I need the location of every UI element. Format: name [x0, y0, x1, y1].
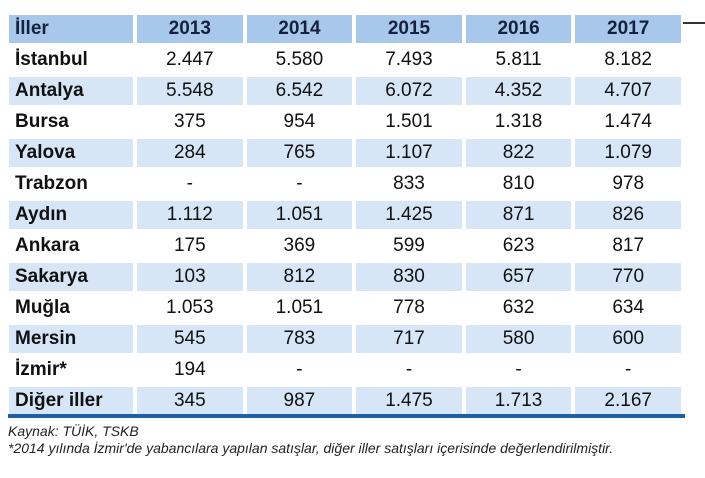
province-name-cell: Yalova	[9, 139, 133, 167]
bottom-rule	[8, 414, 685, 418]
value-cell: 623	[465, 232, 572, 260]
value-cell: 6.542	[246, 77, 353, 105]
province-name-cell: Mersin	[9, 325, 133, 353]
table-row: İzmir* 194- - - -	[9, 356, 681, 384]
value-cell: 2.167	[575, 387, 681, 415]
value-cell: 822	[465, 139, 572, 167]
value-cell: 765	[246, 139, 353, 167]
table-row: Bursa 375 954 1.501 1.318 1.474	[9, 108, 681, 136]
value-cell: 1.713	[465, 387, 572, 415]
value-cell: 778	[356, 294, 462, 322]
table-row: Yalova 284 765 1.107 822 1.079	[9, 139, 681, 167]
value-cell: 717	[356, 325, 462, 353]
province-name-cell: Aydın	[9, 201, 133, 229]
value-cell: 1.051	[246, 294, 353, 322]
table-row: Mersin 545 783 717 580 600	[9, 325, 681, 353]
value-cell: 1.474	[575, 108, 681, 136]
value-cell: 1.425	[356, 201, 462, 229]
value-cell: 5.580	[246, 46, 353, 74]
value-cell: 1.318	[465, 108, 572, 136]
value-cell: 783	[246, 325, 353, 353]
province-name-cell: Muğla	[9, 294, 133, 322]
province-name-cell: İzmir*	[9, 356, 133, 384]
province-name-cell: Bursa	[9, 108, 133, 136]
value-cell: 812	[246, 263, 353, 291]
value-cell: 810	[465, 170, 572, 198]
value-cell: 284	[137, 139, 243, 167]
header-cell-2016: 2016	[465, 15, 572, 43]
value-cell: 5.548	[137, 77, 243, 105]
foreign-sales-table: İller 2013 2014 2015 2016 2017 İstanbul 2…	[5, 12, 685, 418]
header-cell-2015: 2015	[356, 15, 462, 43]
value-cell: -	[246, 356, 353, 384]
table-body: İstanbul 2.447 5.580 7.493 5.811 8.182 Antalya…	[9, 46, 681, 415]
value-cell: 634	[575, 294, 681, 322]
value-cell: 830	[356, 263, 462, 291]
value-cell: 632	[465, 294, 572, 322]
value-cell: 657	[465, 263, 572, 291]
value-cell: 369	[246, 232, 353, 260]
province-name-cell: Sakarya	[9, 263, 133, 291]
value-cell: -	[246, 170, 353, 198]
value-cell: 194	[137, 356, 243, 384]
value-cell: 4.352	[465, 77, 572, 105]
value-cell: -	[465, 356, 572, 384]
header-cell-2017: 2017	[575, 15, 681, 43]
value-cell: 2.447	[137, 46, 243, 74]
value-cell: 375	[137, 108, 243, 136]
source-note: Kaynak: TÜİK, TSKB	[8, 423, 139, 439]
value-cell: 954	[246, 108, 353, 136]
sales-table-container: İller 2013 2014 2015 2016 2017 İstanbul 2…	[5, 12, 685, 415]
value-cell: 1.079	[575, 139, 681, 167]
value-cell: 770	[575, 263, 681, 291]
value-cell: 1.501	[356, 108, 462, 136]
footnote: *2014 yılında İzmir'de yabancılara yapıl…	[8, 440, 614, 456]
province-name-cell: Trabzon	[9, 170, 133, 198]
value-cell: 4.707	[575, 77, 681, 105]
value-cell: 833	[356, 170, 462, 198]
table-row: İstanbul 2.447 5.580 7.493 5.811 8.182	[9, 46, 681, 74]
table-row: Antalya 5.548 6.542 6.072 4.352 4.707	[9, 77, 681, 105]
value-cell: 6.072	[356, 77, 462, 105]
province-name-cell: İstanbul	[9, 46, 133, 74]
value-cell: 103	[137, 263, 243, 291]
value-cell: 817	[575, 232, 681, 260]
header-cell-provinces: İller	[9, 15, 133, 43]
table-row: Muğla 1.053 1.051 778 632 634	[9, 294, 681, 322]
side-rule	[683, 22, 705, 24]
value-cell: 1.112	[137, 201, 243, 229]
value-cell: 1.051	[246, 201, 353, 229]
table-row: Diğer iller 345 987 1.475 1.713 2.167	[9, 387, 681, 415]
value-cell: -	[575, 356, 681, 384]
value-cell: 5.811	[465, 46, 572, 74]
value-cell: 987	[246, 387, 353, 415]
value-cell: 826	[575, 201, 681, 229]
header-row: İller 2013 2014 2015 2016 2017	[9, 15, 681, 43]
value-cell: 175	[137, 232, 243, 260]
header-cell-2013: 2013	[137, 15, 243, 43]
value-cell: 1.107	[356, 139, 462, 167]
value-cell: 871	[465, 201, 572, 229]
value-cell: 1.053	[137, 294, 243, 322]
value-cell: 545	[137, 325, 243, 353]
table-row: Trabzon - -833 810 978	[9, 170, 681, 198]
province-name-cell: Diğer iller	[9, 387, 133, 415]
table-row: Aydın 1.112 1.051 1.425 871 826	[9, 201, 681, 229]
table-row: Ankara 175 369 599 623 817	[9, 232, 681, 260]
value-cell: -	[356, 356, 462, 384]
value-cell: 580	[465, 325, 572, 353]
value-cell: 7.493	[356, 46, 462, 74]
province-name-cell: Antalya	[9, 77, 133, 105]
value-cell: 1.475	[356, 387, 462, 415]
province-name-cell: Ankara	[9, 232, 133, 260]
header-cell-2014: 2014	[246, 15, 353, 43]
value-cell: 599	[356, 232, 462, 260]
value-cell: 600	[575, 325, 681, 353]
value-cell: 8.182	[575, 46, 681, 74]
value-cell: 345	[137, 387, 243, 415]
table-row: Sakarya 103 812 830 657 770	[9, 263, 681, 291]
value-cell: 978	[575, 170, 681, 198]
value-cell: -	[137, 170, 243, 198]
